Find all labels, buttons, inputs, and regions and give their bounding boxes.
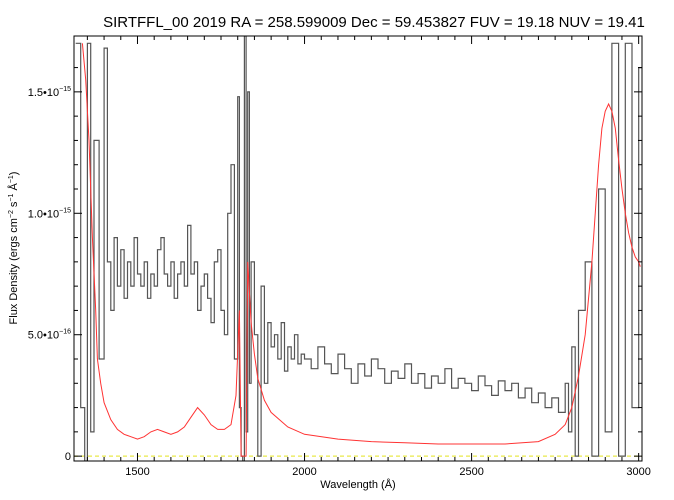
plot-inner xyxy=(74,36,642,461)
y-axis-label-main: Flux Density (ergs cm xyxy=(8,218,20,324)
y-tick-label-0: 0 xyxy=(65,451,71,463)
y-tick-label-exp-1: −16 xyxy=(59,329,71,336)
y-tick-label-2: 1.0•10−15 xyxy=(28,207,71,220)
y-axis-label-mid: s xyxy=(8,201,20,210)
y-tick-label-base-3: 1.5•10 xyxy=(28,87,59,99)
series-0-line xyxy=(75,36,642,461)
x-axis-label: Wavelength (Å) xyxy=(320,478,395,491)
y-tick-label-base-1: 5.0•10 xyxy=(28,330,59,342)
plot-area xyxy=(74,36,642,461)
y-axis: 05.0•10−161.0•10−151.5•10−15 xyxy=(28,67,642,463)
y-axis-label: Flux Density (ergs cm−2 s−1 Å−1) xyxy=(7,172,20,325)
y-tick-label-1: 5.0•10−16 xyxy=(28,329,71,342)
y-tick-label-exp-2: −15 xyxy=(59,207,71,214)
y-axis-label-close: ) xyxy=(8,172,20,176)
y-axis-label-end: Å xyxy=(7,183,20,194)
y-tick-label-base-0: 0 xyxy=(65,451,71,463)
plot-frame xyxy=(73,35,643,462)
x-tick-label-2: 2500 xyxy=(459,466,483,478)
chart-title: SIRTFFL_00 2019 RA = 258.599009 Dec = 59… xyxy=(103,14,645,31)
y-tick-label-3: 1.5•10−15 xyxy=(28,86,71,99)
series-1-line xyxy=(81,43,641,457)
y-axis-label-sup1: −2 xyxy=(8,210,15,218)
y-tick-label-base-2: 1.0•10 xyxy=(28,208,59,220)
x-tick-label-0: 1500 xyxy=(125,466,149,478)
x-tick-label-3: 3000 xyxy=(626,466,650,478)
x-axis: 1500 2000 2500 3000 xyxy=(86,36,651,478)
y-axis-label-sup2: −1 xyxy=(8,193,15,201)
y-tick-label-exp-3: −15 xyxy=(59,86,71,93)
x-tick-label-1: 2000 xyxy=(292,466,316,478)
y-axis-label-sup3: −1 xyxy=(8,175,15,183)
